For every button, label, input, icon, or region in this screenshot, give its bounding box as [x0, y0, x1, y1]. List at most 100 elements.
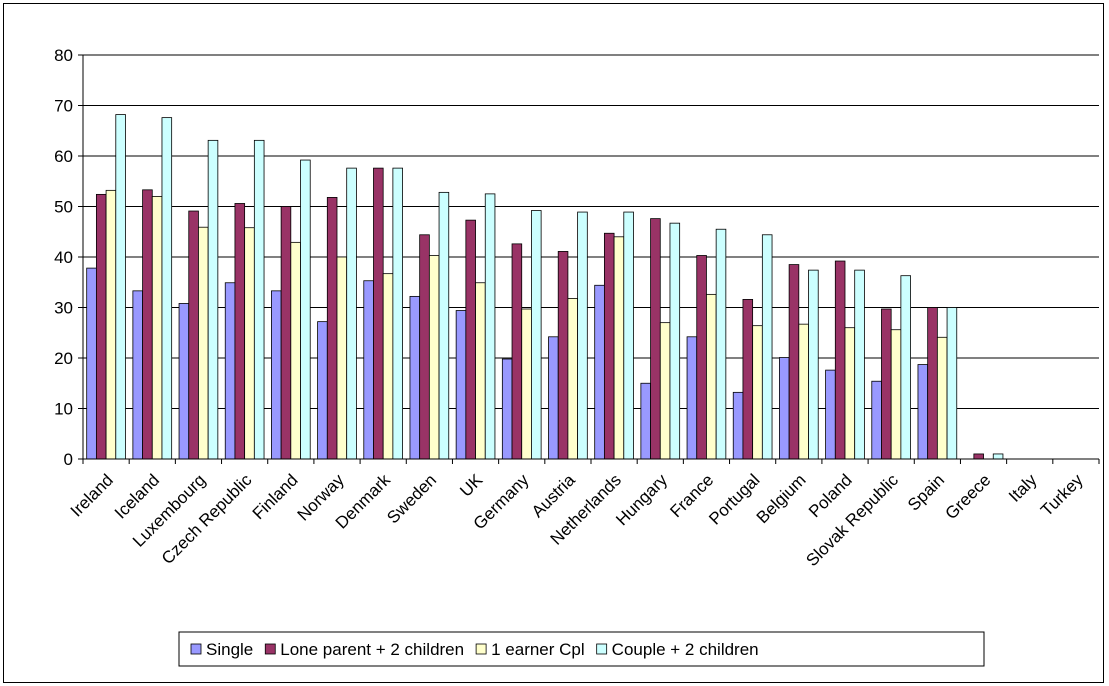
bar-lone-parent-2-children	[373, 167, 384, 460]
bar-couple-2-children	[531, 210, 542, 460]
bar-couple-2-children	[761, 234, 773, 460]
bar-1-earner-cpl	[428, 255, 440, 460]
bar-1-earner-cpl	[244, 227, 255, 460]
x-category-label: Italy	[1005, 470, 1041, 506]
bar-lone-parent-2-children	[927, 307, 938, 460]
y-tick-label: 20	[54, 349, 73, 368]
bar-couple-2-children	[946, 307, 958, 460]
bar-1-earner-cpl	[336, 256, 348, 460]
bar-lone-parent-2-children	[788, 264, 800, 460]
bar-lone-parent-2-children	[234, 203, 246, 460]
bar-lone-parent-2-children	[603, 232, 615, 460]
x-category-label: Hungary	[612, 470, 671, 529]
x-category-label: Turkey	[1037, 470, 1087, 520]
bar-single	[871, 380, 882, 460]
legend: Single Lone parent + 2 children 1 earner C…	[178, 631, 985, 667]
bar-single	[409, 295, 421, 460]
bar-1-earner-cpl	[844, 327, 856, 460]
bar-1-earner-cpl	[151, 195, 163, 460]
bar-single	[86, 267, 97, 460]
legend-swatch	[190, 643, 202, 655]
bar-single	[825, 369, 836, 460]
bar-lone-parent-2-children	[142, 189, 153, 460]
x-category-label: Ireland	[67, 470, 117, 520]
bar-couple-2-children	[808, 269, 819, 460]
bar-1-earner-cpl	[105, 189, 117, 460]
bar-single	[594, 284, 605, 460]
legend-label: Lone parent + 2 children	[280, 640, 464, 659]
bar-1-earner-cpl	[475, 282, 486, 460]
bar-lone-parent-2-children	[881, 308, 892, 460]
bar-1-earner-cpl	[706, 293, 717, 460]
y-tick-label: 0	[64, 450, 73, 469]
x-category-label: Finland	[249, 470, 302, 523]
legend-label: Single	[206, 640, 253, 659]
bar-single	[686, 336, 698, 460]
bar-single	[178, 303, 190, 460]
bar-couple-2-children	[300, 159, 311, 460]
bar-lone-parent-2-children	[650, 218, 661, 460]
y-tick-label: 70	[54, 97, 73, 116]
legend-swatch	[264, 643, 276, 655]
bar-chart: 0 10 20 30 40 50 60 70 80 IrelandIcelandLuxembou…	[54, 46, 1100, 667]
y-tick-label: 30	[54, 299, 73, 318]
bar-couple-2-children	[577, 211, 588, 460]
bar-lone-parent-2-children	[834, 260, 846, 460]
bar-single	[779, 357, 790, 460]
y-tick-label: 40	[54, 248, 73, 267]
bar-lone-parent-2-children	[465, 219, 476, 460]
bar-couple-2-children	[715, 228, 727, 460]
x-category-label: Sweden	[383, 470, 440, 527]
bar-couple-2-children	[669, 222, 681, 460]
bar-1-earner-cpl	[936, 336, 948, 460]
bar-lone-parent-2-children	[280, 206, 292, 460]
bar-couple-2-children	[207, 139, 219, 460]
bars	[86, 114, 1004, 460]
bar-single	[224, 282, 236, 460]
legend-swatch	[475, 643, 487, 655]
bar-couple-2-children	[623, 211, 634, 460]
legend-box	[178, 631, 985, 667]
bar-lone-parent-2-children	[326, 197, 338, 460]
y-tick-label: 80	[54, 46, 73, 65]
bar-couple-2-children	[346, 167, 357, 460]
y-tick-label: 60	[54, 147, 73, 166]
bar-single	[917, 364, 929, 460]
bar-single	[548, 336, 559, 460]
bar-1-earner-cpl	[890, 329, 902, 460]
bar-1-earner-cpl	[659, 322, 671, 460]
bar-couple-2-children	[115, 114, 126, 460]
bar-couple-2-children	[392, 167, 403, 460]
legend-swatch	[596, 643, 608, 655]
bar-couple-2-children	[854, 269, 865, 460]
bar-lone-parent-2-children	[973, 453, 984, 460]
x-category-label: Portugal	[705, 470, 763, 528]
x-category-label: Spain	[904, 470, 948, 514]
bar-1-earner-cpl	[752, 325, 763, 460]
bar-single	[501, 358, 513, 460]
bar-lone-parent-2-children	[188, 210, 199, 460]
bar-single	[363, 280, 374, 460]
bar-single	[271, 290, 282, 460]
bar-lone-parent-2-children	[419, 234, 430, 460]
bar-couple-2-children	[161, 117, 173, 460]
bar-1-earner-cpl	[290, 241, 301, 460]
legend-label: 1 earner Cpl	[491, 640, 585, 659]
chart-frame: 0 10 20 30 40 50 60 70 80 Ireland Iceland Luxembou…	[3, 3, 1104, 683]
x-category-label: Belgium	[753, 470, 810, 527]
bar-lone-parent-2-children	[557, 251, 569, 460]
x-category-label: Greece	[942, 470, 995, 523]
bar-1-earner-cpl	[521, 308, 532, 460]
bar-1-earner-cpl	[567, 298, 579, 460]
bar-couple-2-children	[484, 193, 496, 460]
bar-single	[132, 290, 143, 460]
bar-couple-2-children	[900, 275, 911, 460]
bar-1-earner-cpl	[613, 236, 625, 460]
bar-lone-parent-2-children	[511, 243, 523, 460]
bar-single	[732, 391, 744, 460]
bar-single	[317, 321, 328, 460]
bar-single	[455, 310, 467, 460]
bar-lone-parent-2-children	[742, 299, 754, 460]
bar-1-earner-cpl	[798, 323, 809, 460]
